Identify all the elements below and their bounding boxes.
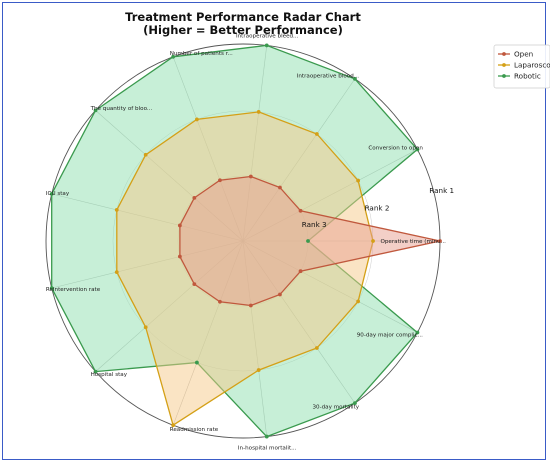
- legend-label: Laparosco: [514, 61, 550, 70]
- data-point-open: [298, 269, 303, 274]
- legend-marker-open: [502, 52, 506, 56]
- data-point-robotic: [415, 147, 420, 152]
- data-point-laparoscopic: [143, 152, 148, 157]
- data-point-robotic: [306, 239, 310, 243]
- data-point-robotic: [49, 191, 54, 196]
- data-point-open: [298, 208, 303, 213]
- data-point-open: [177, 254, 182, 259]
- data-point-open: [192, 195, 197, 200]
- data-point-robotic: [264, 434, 269, 439]
- data-point-robotic: [93, 369, 98, 374]
- data-point-laparoscopic: [314, 132, 319, 136]
- data-point-robotic: [353, 76, 357, 81]
- chart-subtitle: (Higher = Better Performance): [143, 23, 343, 37]
- axis-label: Readmission rate: [170, 427, 219, 433]
- data-point-open: [177, 223, 182, 228]
- axis-label: Hospital stay: [91, 372, 128, 378]
- axis-label: Operative time (minu...: [380, 239, 446, 245]
- data-point-robotic: [49, 286, 54, 291]
- axis-label: In-hospital mortalit...: [238, 446, 297, 452]
- axis-label: Intraoperative bleed...: [236, 34, 299, 40]
- data-point-robotic: [171, 54, 176, 59]
- legend-box: [493, 44, 550, 89]
- series-area-open: [179, 176, 440, 306]
- axis-label: ICU stay: [46, 191, 70, 197]
- rank-label: Rank 3: [302, 220, 327, 229]
- rank-label: Rank 2: [365, 203, 390, 212]
- data-point-laparoscopic: [194, 117, 199, 122]
- radar-series: [49, 43, 442, 439]
- data-point-laparoscopic: [171, 423, 176, 428]
- data-point-laparoscopic: [143, 325, 148, 330]
- legend-label: Open: [514, 50, 533, 59]
- data-point-robotic: [264, 43, 269, 48]
- axis-label: The quantity of bloo...: [90, 106, 153, 112]
- data-point-open: [248, 174, 253, 179]
- chart-title: Treatment Performance Radar Chart: [125, 10, 361, 24]
- data-point-open: [248, 303, 253, 308]
- axis-label: Reintervention rate: [46, 287, 101, 293]
- data-point-robotic: [93, 108, 98, 113]
- data-point-open: [218, 299, 222, 304]
- figure-frame: [2, 2, 546, 460]
- data-point-open: [278, 292, 282, 297]
- data-point-open: [278, 185, 282, 190]
- data-point-laparoscopic: [314, 346, 319, 350]
- legend-marker-robotic: [502, 74, 506, 78]
- data-point-laparoscopic: [256, 110, 261, 114]
- axis-label: Number of patients r...: [170, 51, 233, 57]
- data-point-laparoscopic: [356, 178, 361, 183]
- data-point-laparoscopic: [356, 299, 361, 304]
- legend-label: Robotic: [514, 72, 541, 81]
- data-point-open: [192, 282, 197, 287]
- legend-marker-laparoscopic: [502, 63, 506, 67]
- axis-label: Intraoperative blood...: [297, 74, 360, 80]
- data-point-open: [218, 178, 222, 183]
- data-point-laparoscopic: [114, 270, 119, 275]
- data-point-open: [438, 239, 442, 243]
- data-point-robotic: [415, 330, 420, 335]
- radar-labels: Operative time (minu... 90-day major comp…: [46, 34, 454, 452]
- axis-label: 90-day major complic...: [357, 332, 423, 338]
- data-point-laparoscopic: [114, 207, 119, 212]
- series-line-laparoscopic: [116, 111, 374, 427]
- data-point-robotic: [194, 360, 199, 365]
- series-line-open: [179, 175, 441, 307]
- rank-label: Rank 1: [429, 186, 454, 195]
- legend: Open Laparosco Robotic: [493, 44, 550, 89]
- data-point-robotic: [353, 401, 357, 406]
- data-point-laparoscopic: [371, 239, 375, 243]
- axis-label: Conversion to open: [368, 146, 423, 152]
- axis-label: 30-day mortality: [312, 404, 359, 410]
- series-line-robotic: [51, 44, 419, 438]
- data-point-laparoscopic: [256, 368, 261, 372]
